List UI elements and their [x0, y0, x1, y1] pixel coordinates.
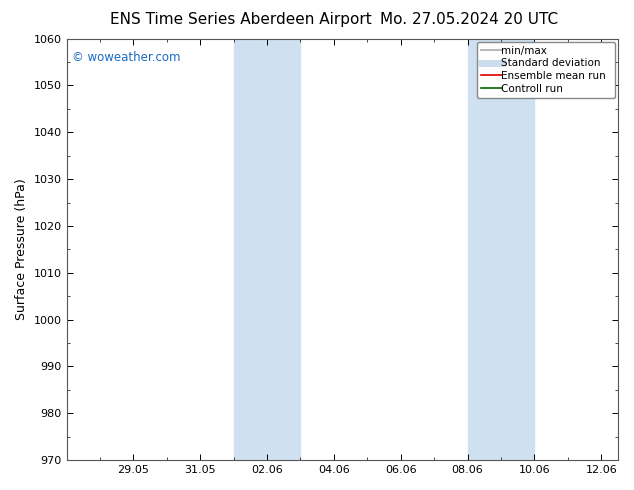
Text: © woweather.com: © woweather.com — [72, 51, 181, 64]
Text: ENS Time Series Aberdeen Airport: ENS Time Series Aberdeen Airport — [110, 12, 372, 27]
Legend: min/max, Standard deviation, Ensemble mean run, Controll run: min/max, Standard deviation, Ensemble me… — [477, 42, 615, 98]
Y-axis label: Surface Pressure (hPa): Surface Pressure (hPa) — [15, 178, 28, 320]
Bar — [468, 39, 534, 460]
Text: Mo. 27.05.2024 20 UTC: Mo. 27.05.2024 20 UTC — [380, 12, 558, 27]
Bar — [234, 39, 301, 460]
